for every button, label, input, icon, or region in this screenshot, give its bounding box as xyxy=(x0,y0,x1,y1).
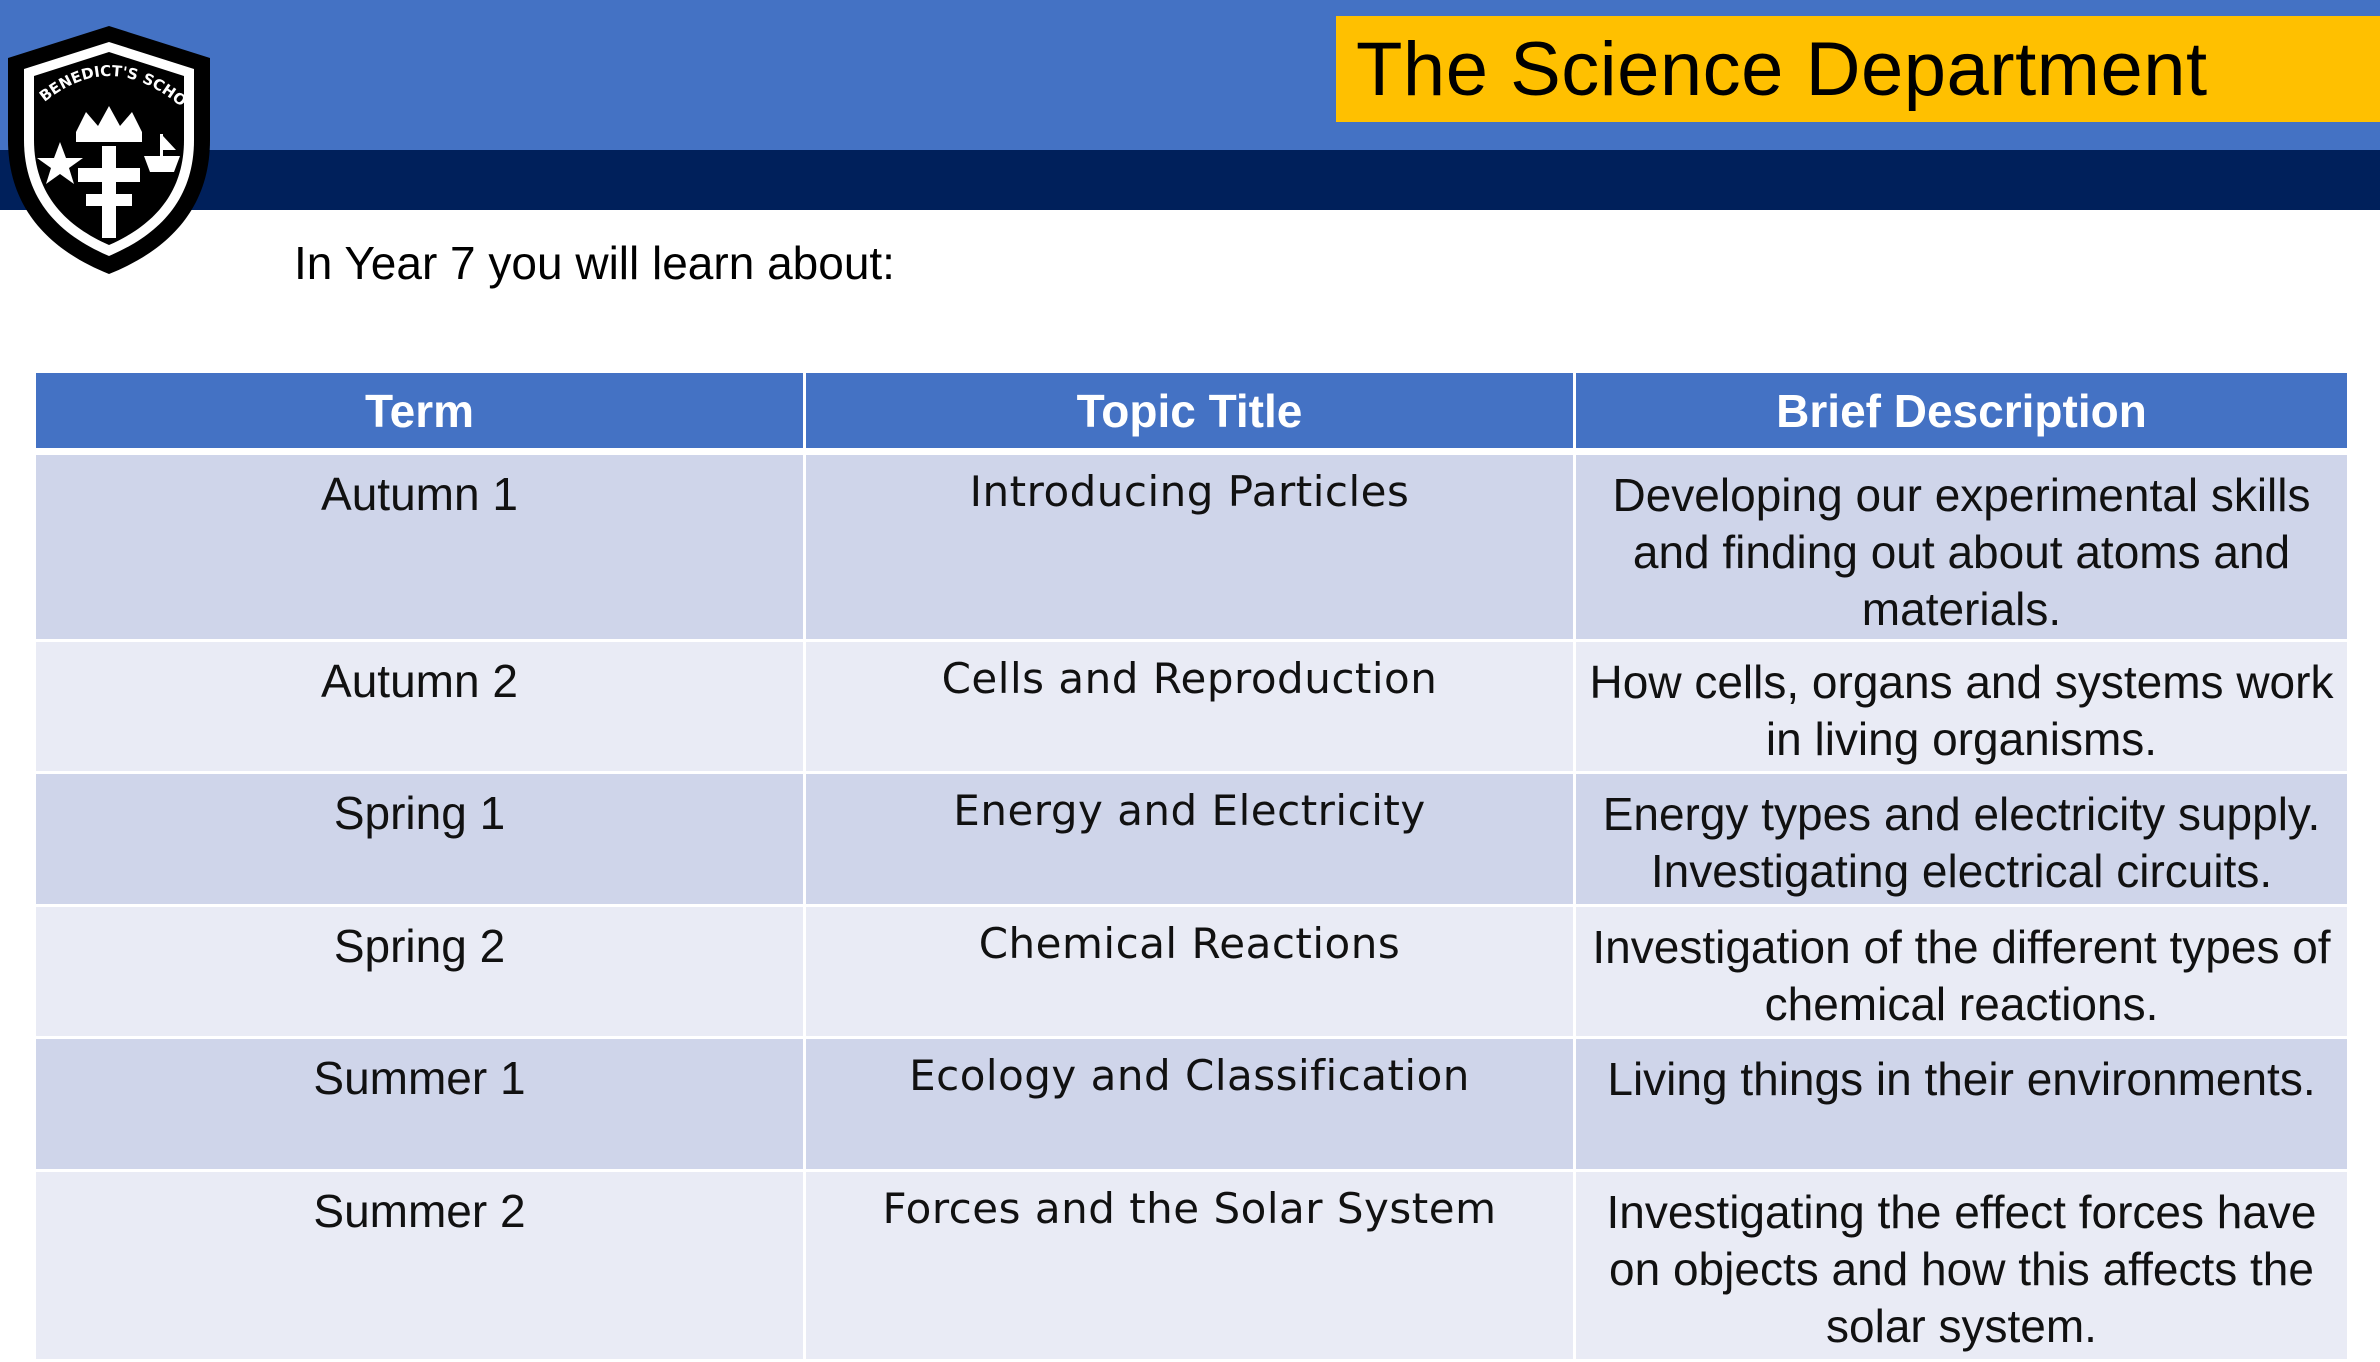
topic-cell: Energy and Electricity xyxy=(803,771,1576,907)
description-cell: Developing our experimental skills and f… xyxy=(1573,450,2350,642)
table-row: Spring 2 Chemical Reactions Investigatio… xyxy=(33,904,2350,1039)
table-row: Spring 1 Energy and Electricity Energy t… xyxy=(33,771,2350,907)
table-row: Summer 1 Ecology and Classification Livi… xyxy=(33,1036,2350,1172)
topic-cell: Chemical Reactions xyxy=(803,904,1576,1039)
header-term: Term xyxy=(33,370,806,455)
description-cell: Investigating the effect forces have on … xyxy=(1573,1169,2350,1362)
topic-cell: Cells and Reproduction xyxy=(803,639,1576,774)
header-brief-description: Brief Description xyxy=(1573,370,2350,455)
page-title: The Science Department xyxy=(1356,26,2208,112)
school-crest-logo: ST. BENEDICT'S SCHOOL xyxy=(4,22,210,274)
header-stripe xyxy=(0,150,2380,210)
term-cell: Summer 2 xyxy=(33,1169,806,1362)
topics-table: Term Topic Title Brief Description Autum… xyxy=(33,370,2350,1362)
table-row: Summer 2 Forces and the Solar System Inv… xyxy=(33,1169,2350,1362)
table-row: Autumn 2 Cells and Reproduction How cell… xyxy=(33,639,2350,774)
table-header-row: Term Topic Title Brief Description xyxy=(33,370,2350,455)
description-cell: Investigation of the different types of … xyxy=(1573,904,2350,1039)
page-subtitle: In Year 7 you will learn about: xyxy=(294,237,895,289)
title-banner: The Science Department xyxy=(1336,16,2380,122)
description-cell: How cells, organs and systems work in li… xyxy=(1573,639,2350,774)
term-cell: Autumn 1 xyxy=(33,450,806,642)
term-cell: Autumn 2 xyxy=(33,639,806,774)
topic-cell: Ecology and Classification xyxy=(803,1036,1576,1172)
header-topic-title: Topic Title xyxy=(803,370,1576,455)
term-cell: Spring 2 xyxy=(33,904,806,1039)
term-cell: Summer 1 xyxy=(33,1036,806,1172)
description-cell: Living things in their environments. xyxy=(1573,1036,2350,1172)
topic-cell: Forces and the Solar System xyxy=(803,1169,1576,1362)
term-cell: Spring 1 xyxy=(33,771,806,907)
table-row: Autumn 1 Introducing Particles Developin… xyxy=(33,450,2350,642)
description-cell: Energy types and electricity supply. Inv… xyxy=(1573,771,2350,907)
topic-cell: Introducing Particles xyxy=(803,450,1576,642)
